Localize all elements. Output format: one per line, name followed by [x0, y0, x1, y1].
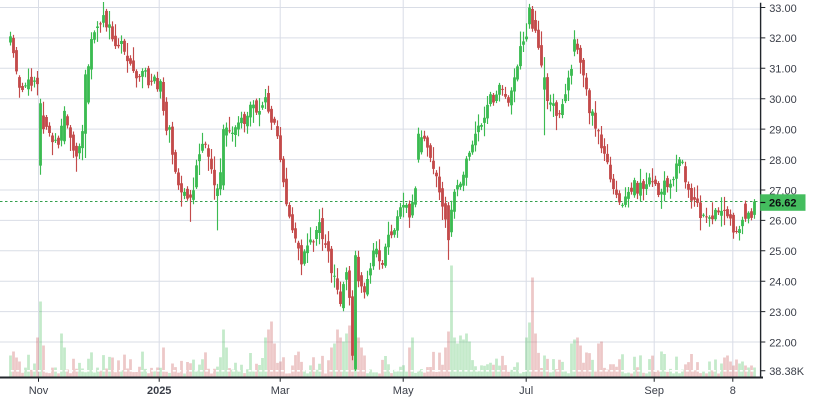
svg-text:22.00: 22.00: [769, 337, 797, 349]
svg-text:23.00: 23.00: [769, 307, 797, 319]
svg-text:26.62: 26.62: [769, 197, 797, 209]
svg-text:Jul: Jul: [519, 385, 533, 397]
svg-text:2025: 2025: [147, 385, 171, 397]
svg-text:May: May: [393, 385, 414, 397]
svg-text:8: 8: [730, 385, 736, 397]
svg-text:38.38K: 38.38K: [769, 366, 805, 378]
svg-text:31.00: 31.00: [769, 64, 797, 76]
svg-text:30.00: 30.00: [769, 94, 797, 106]
svg-text:29.00: 29.00: [769, 124, 797, 136]
svg-text:33.00: 33.00: [769, 3, 797, 15]
svg-text:24.00: 24.00: [769, 277, 797, 289]
svg-text:Mar: Mar: [271, 385, 290, 397]
svg-text:32.00: 32.00: [769, 33, 797, 45]
svg-text:28.00: 28.00: [769, 155, 797, 167]
svg-text:Sep: Sep: [644, 385, 664, 397]
svg-text:Nov: Nov: [29, 385, 49, 397]
svg-text:26.00: 26.00: [769, 216, 797, 228]
svg-text:25.00: 25.00: [769, 246, 797, 258]
